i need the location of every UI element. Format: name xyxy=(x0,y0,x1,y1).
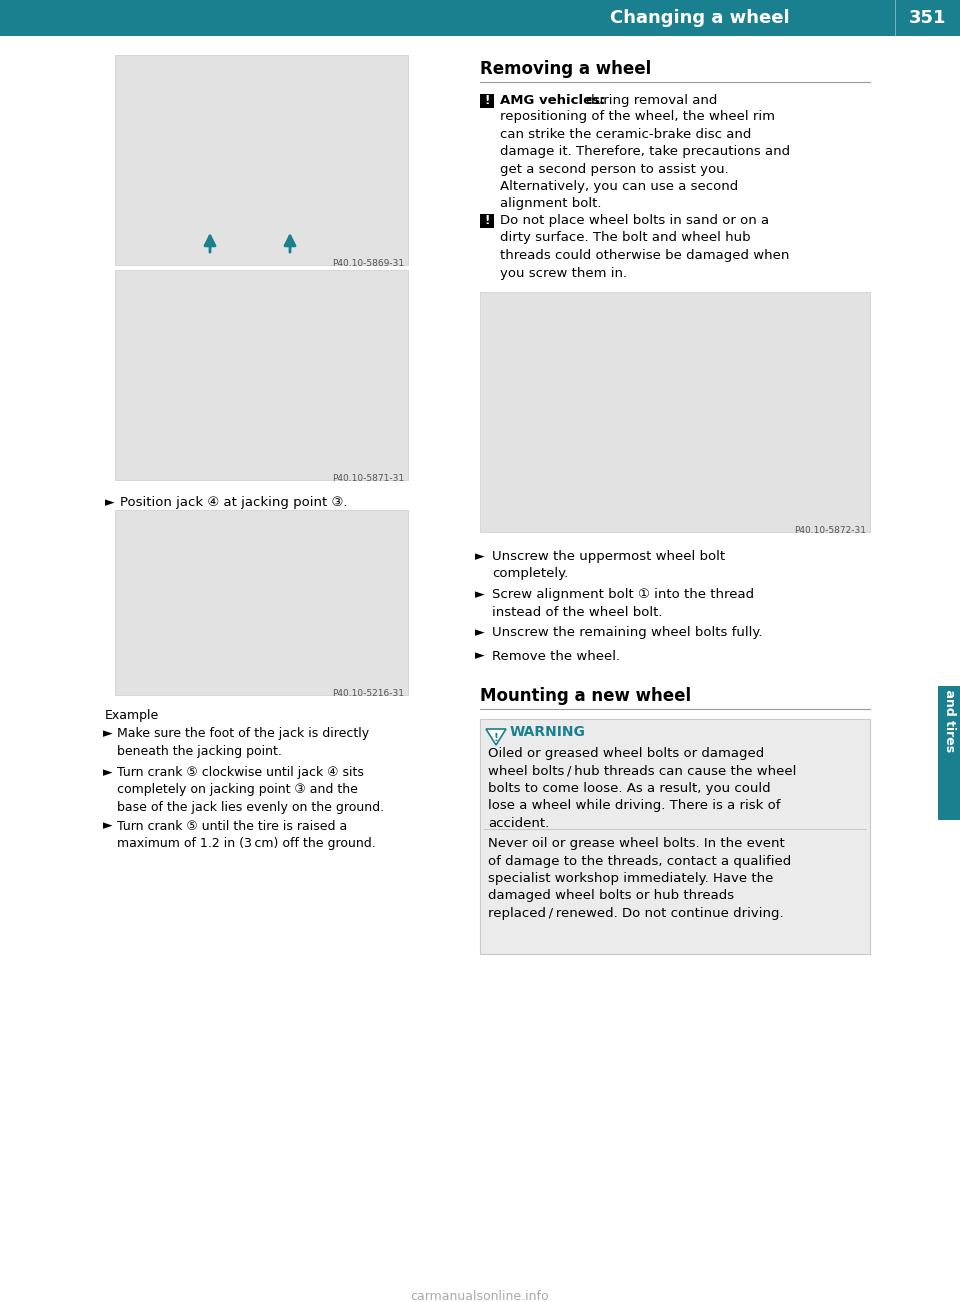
Text: Turn crank ⑤ until the tire is raised a
maximum of 1.2 in (3 cm) off the ground.: Turn crank ⑤ until the tire is raised a … xyxy=(117,819,375,850)
Text: Unscrew the uppermost wheel bolt
completely.: Unscrew the uppermost wheel bolt complet… xyxy=(492,549,725,581)
Text: Position jack ④ at jacking point ③.: Position jack ④ at jacking point ③. xyxy=(120,496,348,509)
Text: P40.10-5872-31: P40.10-5872-31 xyxy=(794,526,866,535)
Text: Wheels and tires: Wheels and tires xyxy=(943,634,955,753)
Bar xyxy=(480,719,870,954)
Text: Remove the wheel.: Remove the wheel. xyxy=(492,650,620,663)
Bar xyxy=(480,292,870,533)
Text: ►: ► xyxy=(103,819,112,832)
Polygon shape xyxy=(486,729,506,745)
Bar xyxy=(115,270,408,480)
Text: ►: ► xyxy=(103,766,112,779)
Text: Mounting a new wheel: Mounting a new wheel xyxy=(480,687,691,704)
Text: Never oil or grease wheel bolts. In the event
of damage to the threads, contact : Never oil or grease wheel bolts. In the … xyxy=(488,837,791,921)
Bar xyxy=(480,94,494,108)
Text: ►: ► xyxy=(475,549,485,562)
Text: 351: 351 xyxy=(909,9,947,27)
Text: WARNING: WARNING xyxy=(510,725,586,740)
Text: carmanualsonline.info: carmanualsonline.info xyxy=(411,1290,549,1302)
Text: Removing a wheel: Removing a wheel xyxy=(480,60,651,78)
Text: Oiled or greased wheel bolts or damaged
wheel bolts / hub threads can cause the : Oiled or greased wheel bolts or damaged … xyxy=(488,747,797,829)
Text: ►: ► xyxy=(105,496,114,509)
Bar xyxy=(938,686,960,820)
Text: P40.10-5869-31: P40.10-5869-31 xyxy=(332,259,404,268)
Text: Turn crank ⑤ clockwise until jack ④ sits
completely on jacking point ③ and the
b: Turn crank ⑤ clockwise until jack ④ sits… xyxy=(117,766,384,814)
Bar xyxy=(115,55,408,266)
Text: !: ! xyxy=(484,215,490,228)
Text: Example: Example xyxy=(105,710,159,723)
Text: ►: ► xyxy=(475,626,485,639)
Bar xyxy=(115,510,408,695)
Bar xyxy=(895,0,896,36)
Text: AMG vehicles:: AMG vehicles: xyxy=(500,94,606,107)
Text: during removal and: during removal and xyxy=(582,94,717,107)
Text: repositioning of the wheel, the wheel rim
can strike the ceramic-brake disc and
: repositioning of the wheel, the wheel ri… xyxy=(500,109,790,211)
Bar xyxy=(0,0,960,36)
Text: P40.10-5871-31: P40.10-5871-31 xyxy=(332,474,404,483)
Text: !: ! xyxy=(493,733,498,743)
Text: Screw alignment bolt ① into the thread
instead of the wheel bolt.: Screw alignment bolt ① into the thread i… xyxy=(492,589,755,618)
Text: ►: ► xyxy=(475,589,485,602)
Bar xyxy=(480,214,494,228)
Text: !: ! xyxy=(484,95,490,108)
Text: Do not place wheel bolts in sand or on a
dirty surface. The bolt and wheel hub
t: Do not place wheel bolts in sand or on a… xyxy=(500,214,789,280)
Text: ►: ► xyxy=(475,650,485,663)
Text: Changing a wheel: Changing a wheel xyxy=(611,9,790,27)
Text: P40.10-5216-31: P40.10-5216-31 xyxy=(332,689,404,698)
Text: Unscrew the remaining wheel bolts fully.: Unscrew the remaining wheel bolts fully. xyxy=(492,626,762,639)
Text: ►: ► xyxy=(103,727,112,740)
Text: Make sure the foot of the jack is directly
beneath the jacking point.: Make sure the foot of the jack is direct… xyxy=(117,727,370,758)
